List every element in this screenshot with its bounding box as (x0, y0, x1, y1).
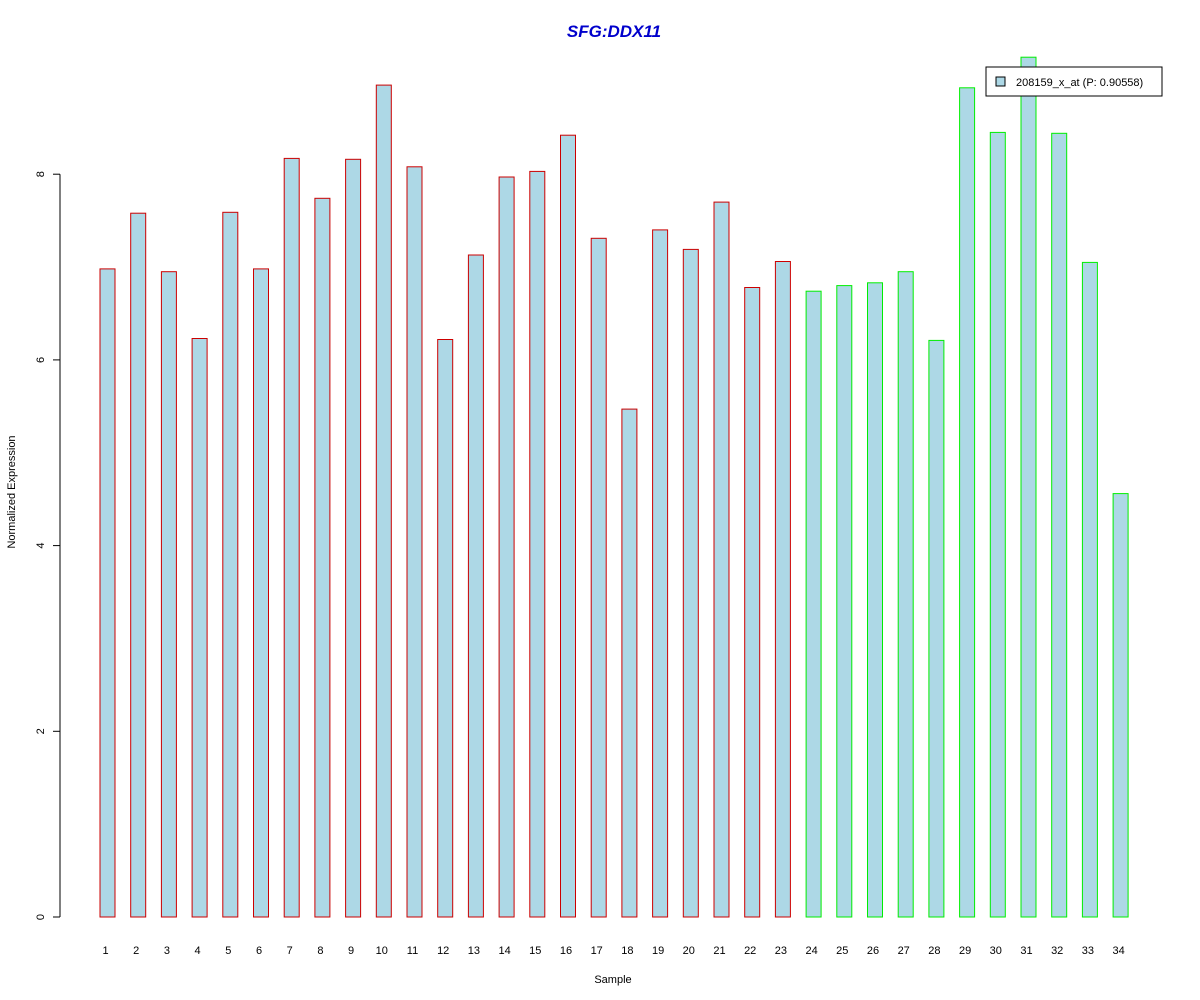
x-tick-label: 11 (407, 945, 418, 957)
bar-sample-6 (253, 268, 269, 918)
bar-sample-26 (867, 282, 883, 918)
x-tick-label: 20 (683, 945, 695, 957)
bar-sample-4 (191, 338, 208, 918)
x-tick-label: 1 (102, 945, 108, 957)
x-tick-label: 26 (867, 945, 879, 957)
bar-sample-8 (314, 197, 331, 918)
x-tick-label: 31 (1020, 945, 1032, 957)
bar-sample-13 (467, 254, 484, 918)
bar-sample-31 (1020, 56, 1037, 918)
x-tick-label: 9 (348, 945, 354, 957)
legend-box (985, 66, 1163, 97)
bar-sample-10 (375, 84, 392, 918)
bar-sample-19 (652, 229, 669, 918)
x-tick-label: 14 (498, 945, 510, 957)
bar-sample-23 (774, 261, 791, 918)
bar-sample-3 (160, 271, 177, 918)
y-tick-label: 6 (35, 357, 47, 363)
bar-sample-1 (99, 268, 116, 918)
bar-sample-11 (406, 166, 423, 918)
bar-sample-28 (928, 339, 945, 918)
chart-title: SFG:DDX11 (567, 22, 661, 41)
x-tick-label: 6 (256, 945, 262, 957)
x-tick-label: 16 (560, 945, 572, 957)
x-tick-label: 34 (1112, 945, 1124, 957)
x-tick-label: 4 (195, 945, 201, 957)
y-tick-label: 8 (35, 171, 47, 177)
x-tick-label: 17 (591, 945, 603, 957)
bar-sample-7 (283, 157, 300, 918)
x-tick-label: 21 (713, 945, 725, 957)
legend-swatch (995, 76, 1006, 87)
bar-sample-22 (744, 287, 761, 918)
x-tick-label: 30 (990, 945, 1002, 957)
bar-sample-5 (222, 211, 239, 918)
bar-sample-14 (498, 176, 515, 918)
bar-sample-32 (1051, 132, 1068, 918)
bar-sample-15 (529, 170, 546, 918)
bar-sample-16 (560, 134, 576, 918)
bar-sample-21 (713, 201, 730, 918)
y-tick-label: 0 (35, 914, 47, 920)
x-tick-label: 15 (529, 945, 541, 957)
x-tick-labels: 1 2 3 4 5 6 7 8 9 10 11 12 13 14 15 16 17 18 19 20 21 22 23 24 2… (102, 945, 1124, 957)
bar-sample-34 (1112, 493, 1129, 918)
bars-group (99, 56, 1129, 918)
bar-sample-9 (345, 158, 362, 918)
x-tick-label: 10 (376, 945, 388, 957)
x-tick-label: 19 (652, 945, 664, 957)
bar-sample-27 (897, 271, 914, 918)
x-tick-label: 28 (928, 945, 940, 957)
x-axis-label: Sample (594, 974, 631, 986)
x-tick-label: 7 (287, 945, 293, 957)
bar-sample-12 (437, 339, 454, 918)
legend: 208159_x_at (P: 0.90558) (985, 66, 1163, 97)
x-tick-label: 29 (959, 945, 971, 957)
x-tick-label: 8 (317, 945, 323, 957)
y-tick-label: 4 (35, 543, 47, 549)
x-tick-label: 2 (133, 945, 139, 957)
bar-sample-25 (836, 285, 853, 918)
bar-sample-33 (1081, 261, 1098, 918)
x-tick-label: 18 (621, 945, 633, 957)
x-tick-label: 3 (164, 945, 170, 957)
bar-sample-2 (130, 212, 147, 918)
y-axis: 0 2 4 6 8 (35, 171, 61, 920)
bar-sample-20 (682, 248, 699, 918)
x-tick-label: 33 (1082, 945, 1094, 957)
y-axis-label: Normalized Expression (6, 435, 18, 548)
bar-sample-17 (590, 237, 607, 918)
x-tick-label: 13 (468, 945, 480, 957)
x-tick-label: 24 (805, 945, 817, 957)
x-tick-label: 22 (744, 945, 756, 957)
bar-sample-30 (989, 131, 1006, 918)
bar-sample-29 (959, 87, 976, 918)
y-tick-label: 2 (35, 728, 47, 734)
x-tick-label: 25 (836, 945, 848, 957)
x-tick-label: 23 (775, 945, 787, 957)
x-tick-label: 5 (225, 945, 231, 957)
bar-sample-18 (621, 408, 638, 918)
x-tick-label: 27 (898, 945, 910, 957)
bar-sample-24 (805, 290, 822, 918)
x-tick-label: 12 (437, 945, 449, 957)
legend-label: 208159_x_at (P: 0.90558) (1016, 77, 1143, 89)
x-tick-label: 32 (1051, 945, 1063, 957)
